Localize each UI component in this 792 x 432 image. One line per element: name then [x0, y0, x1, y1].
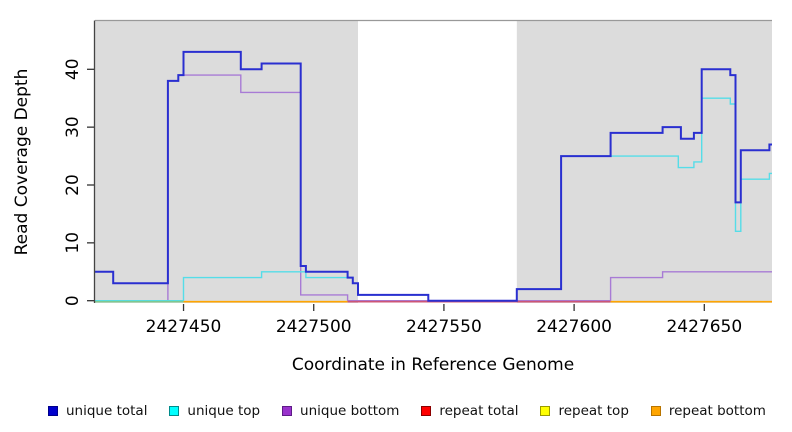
coverage-chart: 2427450 2427500 2427550 2427600 2427650 0 10 20… [12, 19, 772, 375]
x-axis-title: Coordinate in Reference Genome [292, 355, 574, 375]
y-tick-label: 0 [63, 295, 83, 306]
legend-label: unique top [187, 403, 261, 419]
legend-item-repeat-total: repeat total [421, 403, 519, 419]
y-tick-label: 40 [63, 58, 83, 80]
legend-swatch-icon [169, 406, 180, 416]
legend-label: unique bottom [300, 403, 400, 419]
x-tick-label: 2427650 [666, 317, 742, 337]
series-line-unique-total [95, 50, 772, 302]
legend-swatch-icon [421, 406, 432, 416]
legend-label: repeat bottom [668, 403, 766, 419]
legend-swatch-icon [48, 406, 58, 416]
legend-item-repeat-top: repeat top [540, 403, 629, 419]
y-tick-label: 10 [63, 232, 83, 254]
legend: unique total unique top unique bottom repea… [0, 398, 792, 424]
masked-region [357, 20, 517, 303]
axes-layer: 2427450 2427500 2427550 2427600 2427650 0 10 20… [63, 20, 742, 337]
legend-swatch-icon [282, 406, 293, 416]
plot-background-layer [95, 19, 772, 303]
x-tick-label: 2427450 [146, 317, 222, 337]
legend-label: repeat top [558, 403, 629, 419]
series-layer [95, 50, 772, 303]
legend-item-unique-top: unique top [169, 403, 260, 419]
legend-item-unique-total: unique total [48, 403, 147, 419]
x-tick-label: 2427600 [536, 317, 612, 337]
y-axis-title: Read Coverage Depth [12, 69, 32, 256]
legend-label: repeat total [439, 403, 519, 419]
legend-swatch-icon [650, 406, 661, 416]
x-tick-label: 2427500 [276, 317, 352, 337]
legend-label: unique total [66, 403, 148, 419]
x-tick-label: 2427550 [406, 317, 482, 337]
y-tick-label: 30 [63, 116, 83, 138]
legend-item-unique-bottom: unique bottom [282, 403, 399, 419]
legend-swatch-icon [540, 406, 551, 416]
legend-item-repeat-bottom: repeat bottom [650, 403, 766, 419]
y-tick-label: 20 [63, 174, 83, 196]
